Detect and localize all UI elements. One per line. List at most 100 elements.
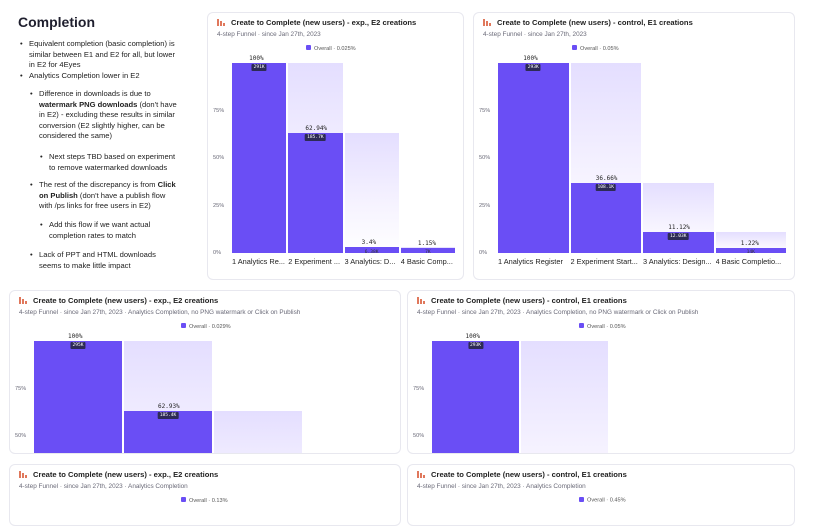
- note-bullet: The rest of the discrepancy is from Clic…: [30, 180, 179, 212]
- step-axis-label[interactable]: 4 Basic Comp...: [400, 257, 453, 266]
- funnel-step-bar[interactable]: [344, 246, 399, 253]
- y-tick-label: 50%: [413, 433, 425, 439]
- chart-title[interactable]: Create to Complete (new users) - control…: [417, 296, 627, 306]
- funnel-chart-icon: [417, 296, 425, 306]
- legend-label: Overall · 0.025%: [314, 45, 356, 52]
- step-axis-label[interactable]: 2 Experiment Start...: [570, 257, 638, 266]
- chart-legend[interactable]: Overall · 0.029%: [181, 323, 231, 330]
- step-count-label: 14K: [746, 250, 755, 255]
- step-count-label: 293K: [525, 64, 541, 71]
- funnel-step-bar[interactable]: [432, 341, 519, 453]
- legend-label: Overall · 0.05%: [580, 45, 619, 52]
- chart-legend[interactable]: Overall · 0.13%: [181, 497, 228, 504]
- chart-title[interactable]: Create to Complete (new users) - exp., E…: [19, 470, 218, 480]
- y-tick-label: 75%: [413, 385, 425, 392]
- chart-legend[interactable]: Overall · 0.05%: [572, 45, 619, 52]
- notes-title: Completion: [18, 14, 95, 30]
- step-percent-label: 62.93%: [158, 403, 180, 411]
- step-percent-label: 3.4%: [361, 238, 377, 246]
- funnel-chart-card[interactable]: Create to Complete (new users) - exp., E…: [207, 12, 464, 280]
- y-tick-label: 0%: [479, 250, 488, 256]
- funnel-step-bar[interactable]: [570, 183, 641, 253]
- note-bullet: Lack of PPT and HTML downloads seems to …: [30, 250, 179, 271]
- y-tick-label: 75%: [479, 107, 491, 114]
- step-axis-label[interactable]: 1 Analytics Register: [498, 257, 563, 266]
- note-bullet: Analytics Completion lower in E2: [20, 71, 179, 82]
- step-axis-label[interactable]: 2 Experiment ...: [288, 257, 341, 266]
- legend-swatch-icon: [181, 497, 186, 502]
- funnel-step-bar[interactable]: [288, 133, 343, 253]
- funnel-dropoff-bar[interactable]: [344, 133, 399, 253]
- y-tick-label: 25%: [213, 202, 225, 209]
- step-count-label: 295K: [70, 342, 86, 349]
- y-tick-label: 75%: [15, 385, 27, 392]
- funnel-chart-card[interactable]: Create to Complete (new users) - exp., E…: [9, 464, 401, 526]
- funnel-step-bar[interactable]: [715, 248, 786, 253]
- funnel-step-bar[interactable]: [232, 63, 287, 253]
- step-count-label: 185.4K: [157, 412, 179, 420]
- chart-subtitle: 4-step Funnel · since Jan 27th, 2023 · A…: [19, 483, 188, 490]
- chart-legend[interactable]: Overall · 0.05%: [579, 323, 626, 330]
- chart-subtitle: 4-step Funnel · since Jan 27th, 2023: [217, 31, 321, 38]
- step-percent-label: 100%: [68, 333, 83, 340]
- y-tick-label: 50%: [479, 155, 491, 161]
- chart-title[interactable]: Create to Complete (new users) - control…: [417, 470, 627, 480]
- legend-swatch-icon: [579, 497, 584, 502]
- step-percent-label: 36.66%: [555, 453, 577, 454]
- chart-legend[interactable]: Overall · 0.45%: [579, 497, 626, 504]
- y-tick-label: 50%: [15, 433, 27, 439]
- step-count-label: 12.03K: [667, 232, 689, 240]
- funnel-chart-card[interactable]: Create to Complete (new users) - exp., E…: [9, 290, 401, 454]
- y-tick-label: 75%: [213, 107, 225, 114]
- chart-title-text: Create to Complete (new users) - control…: [431, 296, 627, 305]
- funnel-chart-icon: [417, 470, 425, 480]
- chart-legend[interactable]: Overall · 0.025%: [306, 45, 356, 52]
- legend-swatch-icon: [306, 45, 311, 50]
- step-count-label: 6.38K: [364, 250, 379, 255]
- y-tick-label: 0%: [213, 250, 222, 256]
- funnel-chart-card[interactable]: Create to Complete (new users) - control…: [407, 464, 795, 526]
- legend-label: Overall · 0.029%: [189, 323, 231, 330]
- funnel-dropoff-bar[interactable]: [214, 411, 302, 453]
- funnel-chart-card[interactable]: Create to Complete (new users) - control…: [407, 290, 795, 454]
- step-percent-label: 1.22%: [740, 240, 759, 247]
- step-percent-label: 100%: [465, 333, 480, 340]
- funnel-chart-icon: [19, 296, 27, 306]
- chart-title-text: Create to Complete (new users) - exp., E…: [33, 296, 219, 305]
- y-tick-label: 50%: [213, 155, 225, 161]
- step-count-label: 291K: [251, 64, 267, 71]
- legend-label: Overall · 0.45%: [587, 497, 626, 504]
- step-axis-label[interactable]: 3 Analytics: Design...: [643, 257, 712, 266]
- step-percent-label: 11.12%: [668, 223, 690, 231]
- legend-label: Overall · 0.05%: [587, 323, 626, 330]
- funnel-step-bar[interactable]: [643, 231, 714, 253]
- step-count-label: 108.1K: [595, 184, 617, 192]
- step-axis-label[interactable]: 4 Basic Completio...: [715, 257, 782, 266]
- note-bullet: Equivalent completion (basic completion)…: [20, 39, 179, 71]
- chart-title-text: Create to Complete (new users) - exp., E…: [33, 470, 219, 479]
- step-axis-label[interactable]: 1 Analytics Re...: [232, 257, 285, 266]
- funnel-chart-card[interactable]: Create to Complete (new users) - control…: [473, 12, 795, 280]
- funnel-step-bar[interactable]: [34, 341, 122, 453]
- step-count-label: 293K: [467, 342, 484, 349]
- legend-swatch-icon: [572, 45, 577, 50]
- funnel-step-bar[interactable]: [498, 63, 569, 253]
- y-tick-label: 25%: [479, 202, 491, 209]
- step-axis-label[interactable]: 3 Analytics: D...: [344, 257, 396, 266]
- chart-subtitle: 4-step Funnel · since Jan 27th, 2023 · A…: [19, 309, 301, 316]
- chart-title[interactable]: Create to Complete (new users) - exp., E…: [217, 18, 416, 28]
- funnel-dropoff-bar[interactable]: [715, 231, 786, 253]
- legend-swatch-icon: [181, 323, 186, 328]
- funnel-step-bar[interactable]: [400, 248, 455, 253]
- chart-subtitle: 4-step Funnel · since Jan 27th, 2023 · A…: [417, 309, 699, 316]
- note-bullet: Difference in downloads is due to waterm…: [30, 89, 179, 142]
- chart-title-text: Create to Complete (new users) - exp., E…: [231, 18, 417, 27]
- chart-title[interactable]: Create to Complete (new users) - exp., E…: [19, 296, 218, 306]
- chart-subtitle: 4-step Funnel · since Jan 27th, 2023: [483, 31, 587, 38]
- note-bullet: Next steps TBD based on experiment to re…: [40, 152, 179, 173]
- legend-label: Overall · 0.13%: [189, 497, 228, 504]
- chart-title-text: Create to Complete (new users) - control…: [497, 18, 693, 27]
- chart-title[interactable]: Create to Complete (new users) - control…: [483, 18, 693, 28]
- step-percent-label: 62.94%: [305, 125, 328, 133]
- funnel-dropoff-bar[interactable]: [521, 341, 608, 453]
